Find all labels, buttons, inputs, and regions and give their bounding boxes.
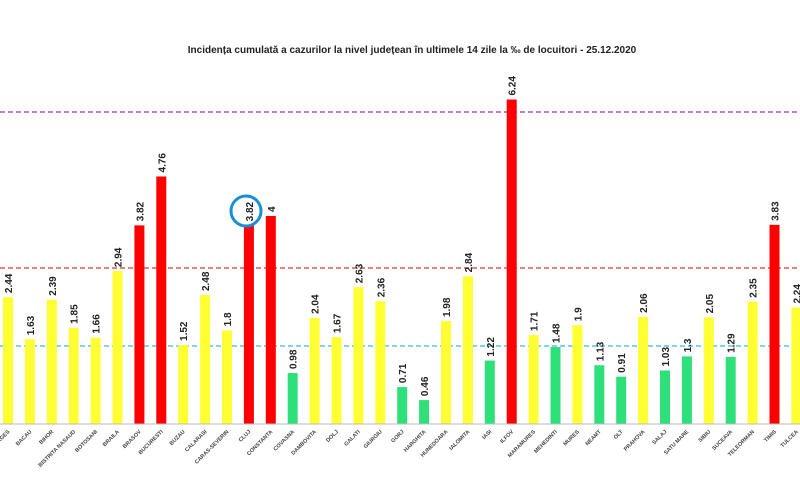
value-label: 3.82: [135, 201, 146, 221]
bar: [703, 317, 714, 424]
value-label: 1.48: [552, 323, 563, 343]
value-label: 1.9: [573, 307, 584, 321]
value-label: 4: [267, 206, 278, 212]
value-label: 0.98: [289, 349, 300, 369]
value-label: 2.04: [311, 294, 322, 314]
bar: [222, 330, 232, 424]
bar: [572, 325, 583, 424]
bar: [419, 400, 430, 424]
value-label: 2.36: [376, 277, 387, 297]
bar: [725, 356, 736, 424]
value-label: 2.94: [114, 247, 125, 267]
bar: [616, 376, 627, 424]
bar: [638, 316, 649, 424]
bar: [397, 387, 408, 424]
value-label: 2.35: [749, 278, 760, 298]
value-label: 3.82: [245, 201, 256, 221]
bar: [594, 365, 605, 424]
bar: [660, 370, 670, 424]
bar: [265, 216, 276, 424]
bar: [375, 301, 386, 424]
bar: [528, 335, 539, 424]
bar: [550, 347, 561, 424]
value-label: 2.84: [464, 252, 475, 272]
value-label: 1.98: [442, 297, 453, 317]
value-label: 1.71: [530, 311, 541, 331]
bar: [769, 224, 780, 424]
value-label: 1.3: [683, 338, 694, 352]
value-label: 1.67: [333, 313, 344, 333]
bar: [791, 307, 800, 424]
bar: [462, 276, 473, 424]
bar: [287, 373, 298, 424]
value-label: 1.63: [26, 315, 37, 335]
value-label: 1.13: [595, 341, 606, 361]
bar: [681, 356, 692, 424]
bar: [24, 339, 35, 424]
bar: [178, 344, 189, 424]
value-label: 1.52: [179, 321, 190, 341]
value-label: 1.66: [92, 314, 103, 334]
bar: [484, 360, 495, 424]
value-label: 0.91: [617, 353, 628, 373]
value-label: 1.8: [223, 312, 234, 326]
bar: [331, 337, 342, 424]
value-label: 4.76: [157, 153, 168, 173]
x-tick-label: ARGES: [0, 429, 12, 447]
value-label: 2.05: [705, 293, 716, 313]
value-label: 2.39: [48, 276, 59, 296]
bar: [134, 225, 145, 424]
bar: [46, 299, 57, 424]
bar: [90, 337, 101, 424]
value-label: 1.22: [486, 337, 497, 357]
value-label: 2.48: [201, 271, 212, 291]
value-label: 0.71: [398, 363, 409, 383]
bar: [200, 295, 211, 424]
bar: [68, 327, 79, 424]
bar: [309, 317, 320, 424]
chart-title: Incidența cumulată a cazurilor la nivel …: [188, 45, 637, 56]
bar: [747, 301, 758, 424]
value-label: 2.44: [4, 273, 15, 293]
value-label: 1.85: [70, 304, 81, 324]
value-label: 6.24: [508, 76, 519, 96]
bar: [3, 297, 13, 424]
value-label: 0.46: [420, 376, 431, 396]
bar: [112, 271, 123, 424]
bar: [243, 225, 254, 424]
bar: [506, 99, 517, 425]
value-label: 2.06: [639, 293, 650, 313]
bar: [353, 287, 364, 424]
highlight-circle: [229, 194, 263, 228]
value-label: 3.83: [771, 201, 782, 221]
value-label: 2.63: [354, 263, 365, 283]
value-label: 2.24: [792, 284, 800, 304]
value-label: 1.29: [727, 333, 738, 353]
value-label: 1.03: [661, 347, 672, 367]
bar: [156, 176, 167, 424]
bar: [441, 321, 451, 424]
